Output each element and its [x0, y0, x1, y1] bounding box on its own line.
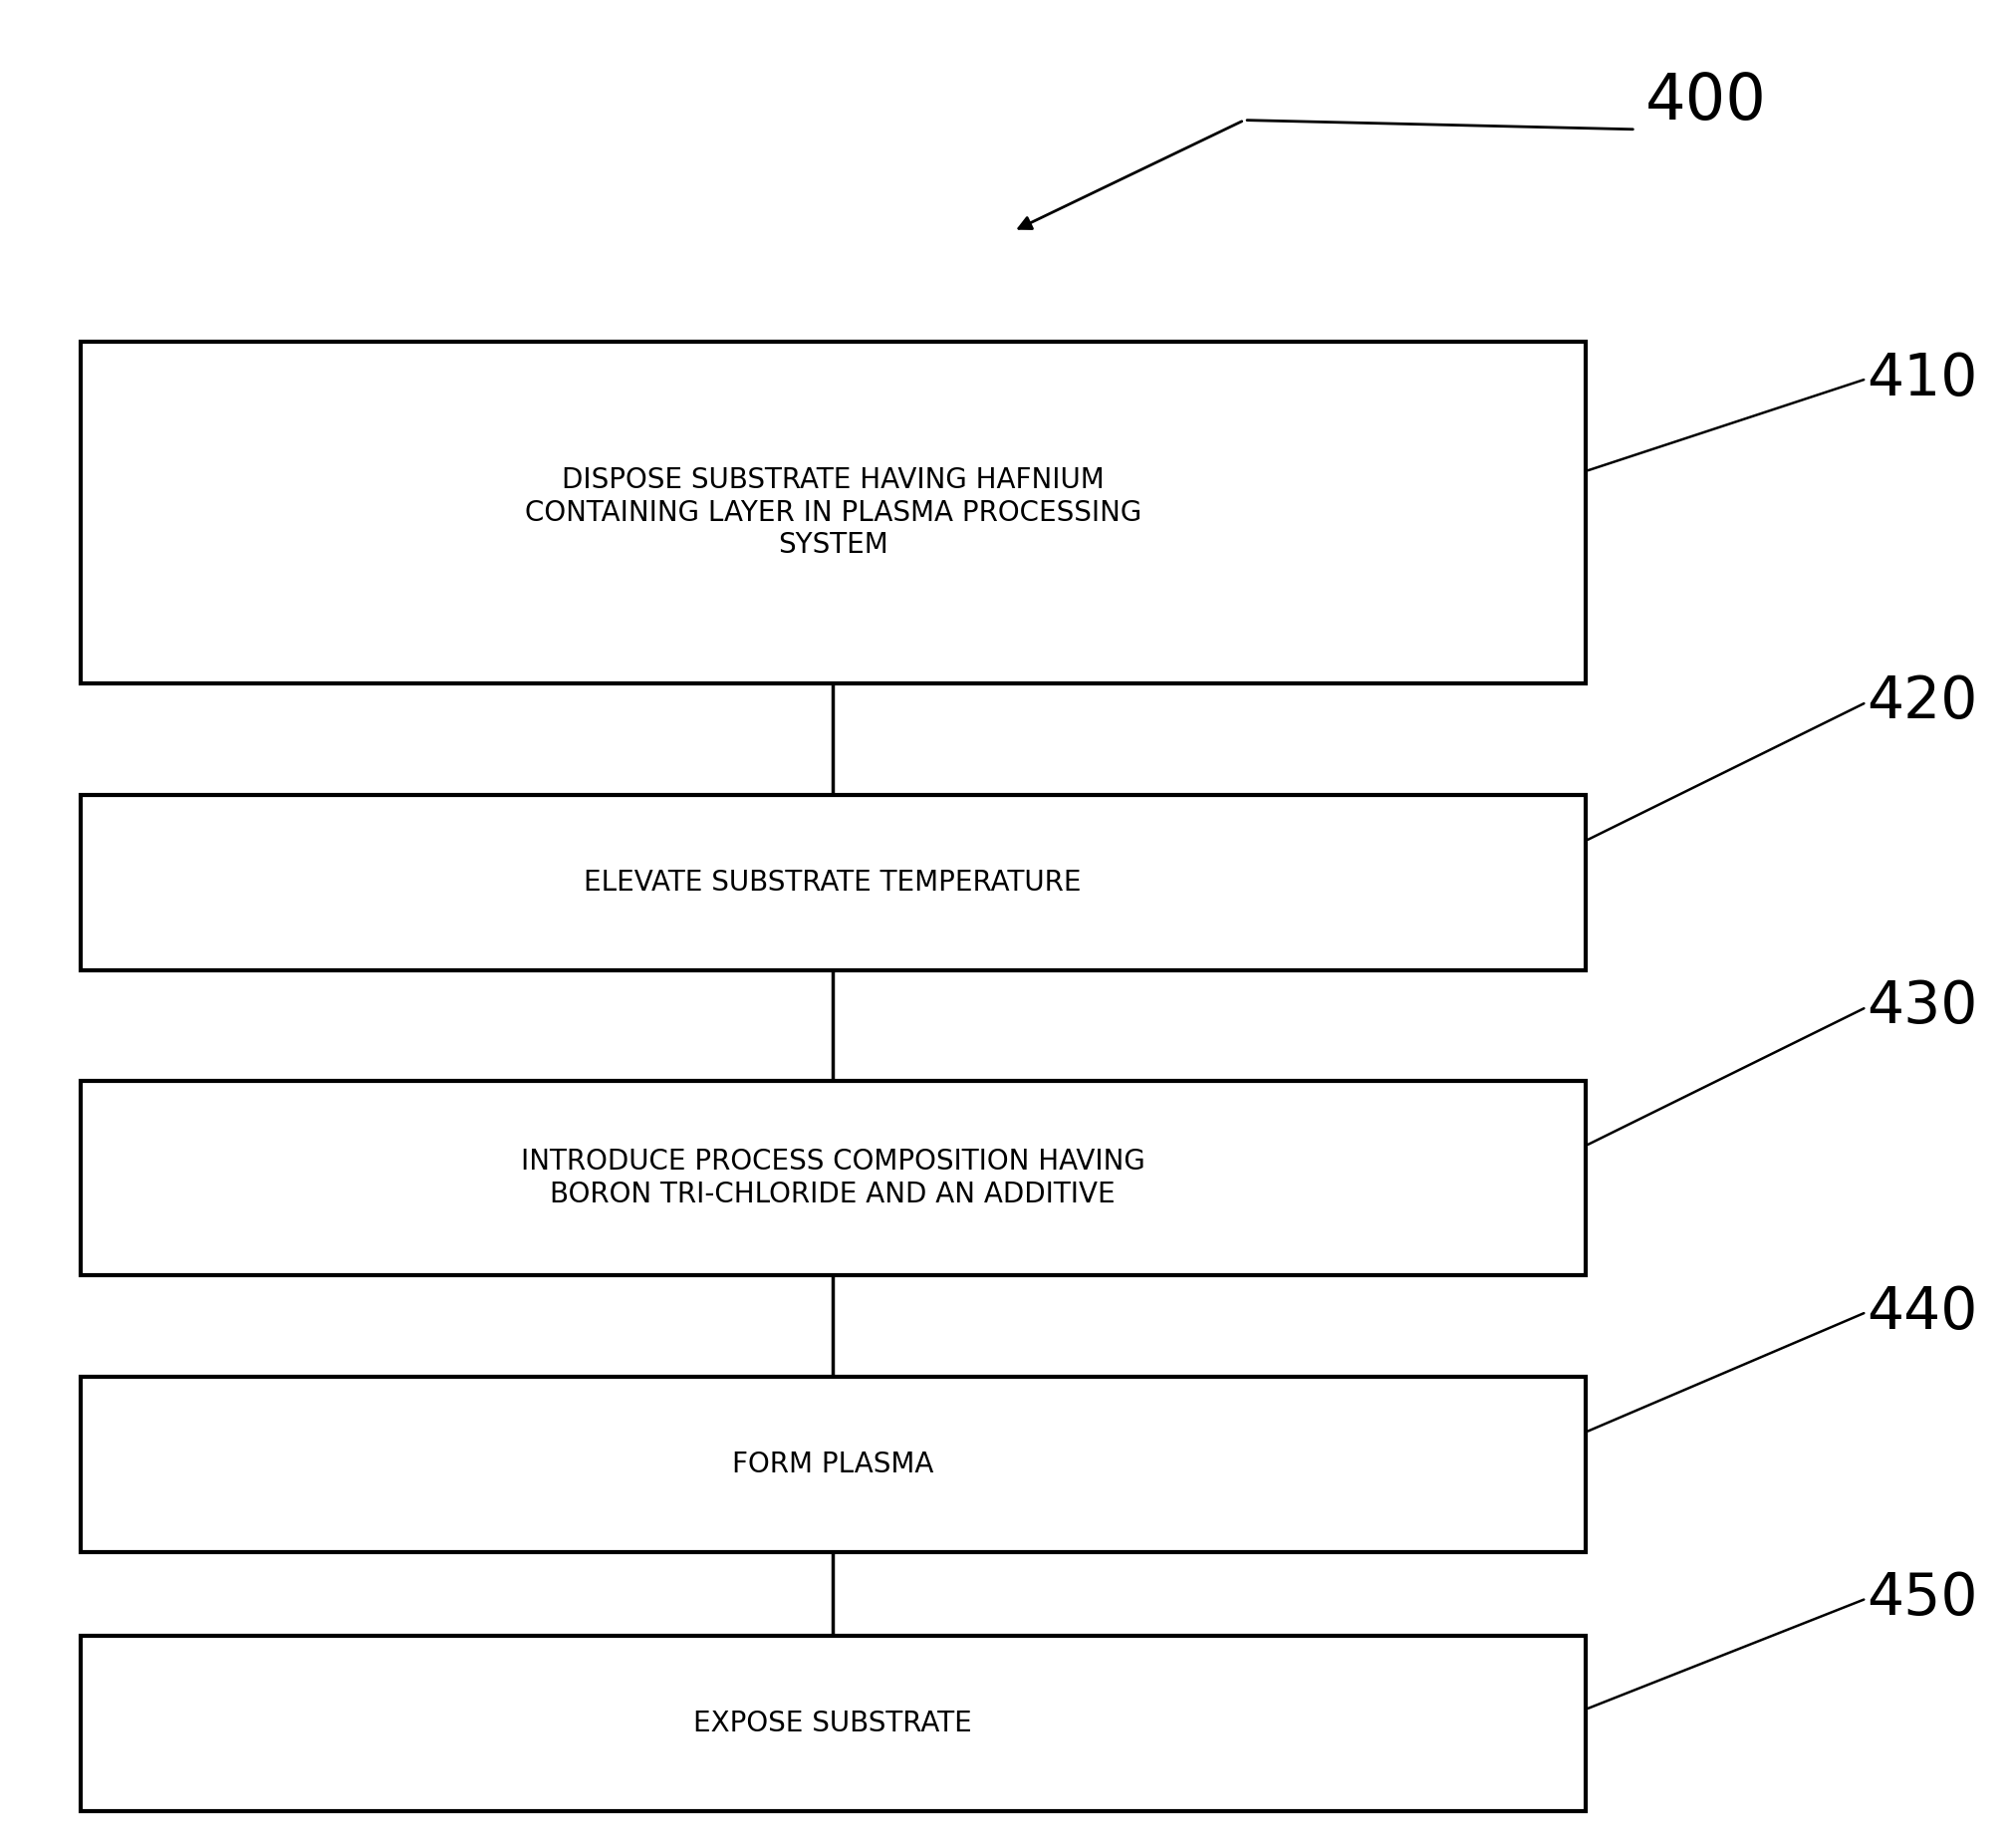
Bar: [80, 1635, 1585, 1811]
Text: INTRODUCE PROCESS COMPOSITION HAVING
BORON TRI-CHLORIDE AND AN ADDITIVE: INTRODUCE PROCESS COMPOSITION HAVING BOR…: [520, 1148, 1145, 1209]
Bar: [80, 1377, 1585, 1552]
Text: FORM PLASMA: FORM PLASMA: [731, 1451, 934, 1478]
Text: DISPOSE SUBSTRATE HAVING HAFNIUM
CONTAINING LAYER IN PLASMA PROCESSING
SYSTEM: DISPOSE SUBSTRATE HAVING HAFNIUM CONTAIN…: [524, 466, 1141, 560]
Text: 440: 440: [1866, 1284, 1977, 1340]
Bar: [80, 342, 1585, 684]
Text: EXPOSE SUBSTRATE: EXPOSE SUBSTRATE: [693, 1709, 972, 1737]
Bar: [80, 795, 1585, 970]
Bar: [80, 1081, 1585, 1275]
Text: ELEVATE SUBSTRATE TEMPERATURE: ELEVATE SUBSTRATE TEMPERATURE: [585, 869, 1081, 896]
Text: 430: 430: [1866, 979, 1977, 1035]
Text: 450: 450: [1866, 1571, 1977, 1626]
Text: 420: 420: [1866, 675, 1977, 730]
Text: 410: 410: [1866, 351, 1977, 407]
Text: 400: 400: [1645, 70, 1768, 133]
